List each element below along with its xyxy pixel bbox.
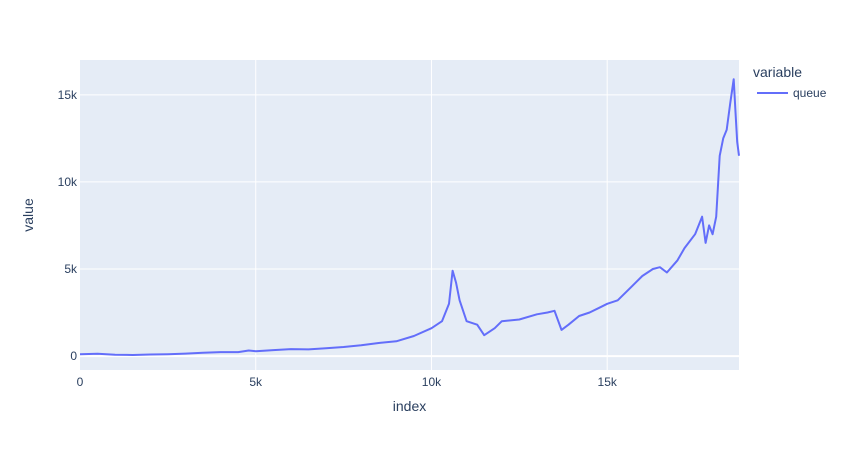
legend-label-queue: queue: [793, 86, 827, 100]
y-tick-labels: 0 5k 10k 15k: [58, 88, 78, 363]
y-tick-label: 5k: [64, 262, 78, 276]
y-axis-title: value: [20, 198, 36, 232]
series-layer: [79, 78, 740, 356]
y-gridlines: [80, 94, 739, 358]
legend[interactable]: variable queue: [753, 64, 827, 100]
y-tick-label: 10k: [58, 175, 78, 189]
x-axis-title: index: [393, 398, 426, 414]
x-tick-labels: 0 5k 10k 15k: [77, 375, 618, 389]
y-tick-label: 15k: [58, 88, 78, 102]
x-tick-label: 10k: [422, 375, 442, 389]
y-tick-label: 0: [70, 349, 77, 363]
plot-background: [80, 60, 739, 370]
x-gridlines: [255, 60, 608, 370]
x-tick-label: 15k: [598, 375, 618, 389]
series-line-queue: [79, 78, 740, 356]
x-tick-label: 5k: [249, 375, 263, 389]
legend-title: variable: [753, 64, 802, 80]
x-tick-label: 0: [77, 375, 84, 389]
